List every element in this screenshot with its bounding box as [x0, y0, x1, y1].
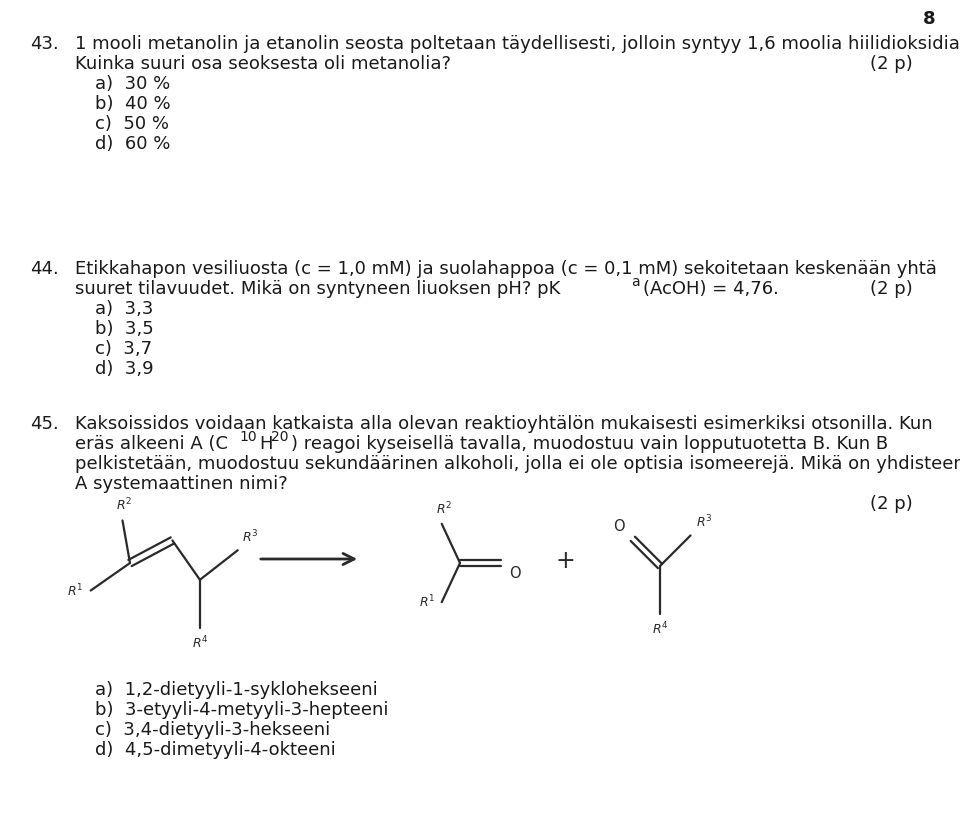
Text: 20: 20: [271, 430, 289, 444]
Text: (2 p): (2 p): [870, 280, 913, 298]
Text: 43.: 43.: [30, 35, 59, 53]
Text: b)  3-etyyli-4-metyyli-3-hepteeni: b) 3-etyyli-4-metyyli-3-hepteeni: [95, 701, 389, 719]
Text: 10: 10: [239, 430, 256, 444]
Text: A systemaattinen nimi?: A systemaattinen nimi?: [75, 475, 288, 493]
Text: eräs alkeeni A (C: eräs alkeeni A (C: [75, 435, 228, 453]
Text: 1 mooli metanolin ja etanolin seosta poltetaan täydellisesti, jolloin syntyy 1,6: 1 mooli metanolin ja etanolin seosta pol…: [75, 35, 960, 53]
Text: (2 p): (2 p): [870, 55, 913, 73]
Text: O: O: [509, 566, 520, 581]
Text: c)  3,4-dietyyli-3-hekseeni: c) 3,4-dietyyli-3-hekseeni: [95, 721, 330, 739]
Text: $R^4$: $R^4$: [192, 635, 208, 652]
Text: c)  3,7: c) 3,7: [95, 340, 152, 358]
Text: +: +: [555, 549, 575, 573]
Text: 44.: 44.: [30, 260, 59, 278]
Text: b)  3,5: b) 3,5: [95, 320, 154, 338]
Text: 8: 8: [923, 10, 935, 28]
Text: $R^4$: $R^4$: [652, 621, 668, 637]
Text: (AcOH) = 4,76.: (AcOH) = 4,76.: [643, 280, 779, 298]
Text: a)  1,2-dietyyli-1-syklohekseeni: a) 1,2-dietyyli-1-syklohekseeni: [95, 681, 377, 699]
Text: d)  60 %: d) 60 %: [95, 135, 170, 153]
Text: pelkistetään, muodostuu sekundäärinen alkoholi, jolla ei ole optisia isomeerejä.: pelkistetään, muodostuu sekundäärinen al…: [75, 455, 960, 473]
Text: b)  40 %: b) 40 %: [95, 95, 171, 113]
Text: $R^2$: $R^2$: [436, 500, 452, 517]
Text: a: a: [631, 275, 639, 289]
Text: ) reagoi kyseisellä tavalla, muodostuu vain lopputuotetta B. Kun B: ) reagoi kyseisellä tavalla, muodostuu v…: [291, 435, 888, 453]
Text: (2 p): (2 p): [870, 495, 913, 513]
Text: H: H: [259, 435, 273, 453]
Text: Kuinka suuri osa seoksesta oli metanolia?: Kuinka suuri osa seoksesta oli metanolia…: [75, 55, 451, 73]
Text: Etikkahapon vesiliuosta (c = 1,0 mM) ja suolahappoa (c = 0,1 mM) sekoitetaan kes: Etikkahapon vesiliuosta (c = 1,0 mM) ja …: [75, 260, 937, 278]
Text: $R^3$: $R^3$: [696, 514, 712, 530]
Text: d)  4,5-dimetyyli-4-okteeni: d) 4,5-dimetyyli-4-okteeni: [95, 741, 336, 759]
Text: d)  3,9: d) 3,9: [95, 360, 154, 378]
Text: $R^1$: $R^1$: [420, 594, 436, 611]
Text: a)  3,3: a) 3,3: [95, 300, 154, 318]
Text: suuret tilavuudet. Mikä on syntyneen liuoksen pH? pK: suuret tilavuudet. Mikä on syntyneen liu…: [75, 280, 561, 298]
Text: Kaksoissidos voidaan katkaista alla olevan reaktioyhtälön mukaisesti esimerkiksi: Kaksoissidos voidaan katkaista alla olev…: [75, 415, 932, 433]
Text: $R^1$: $R^1$: [67, 583, 84, 599]
Text: $R^3$: $R^3$: [242, 529, 258, 545]
Text: c)  50 %: c) 50 %: [95, 115, 169, 133]
Text: $R^2$: $R^2$: [116, 497, 132, 514]
Text: 45.: 45.: [30, 415, 59, 433]
Text: O: O: [613, 519, 625, 534]
Text: a)  30 %: a) 30 %: [95, 75, 170, 93]
